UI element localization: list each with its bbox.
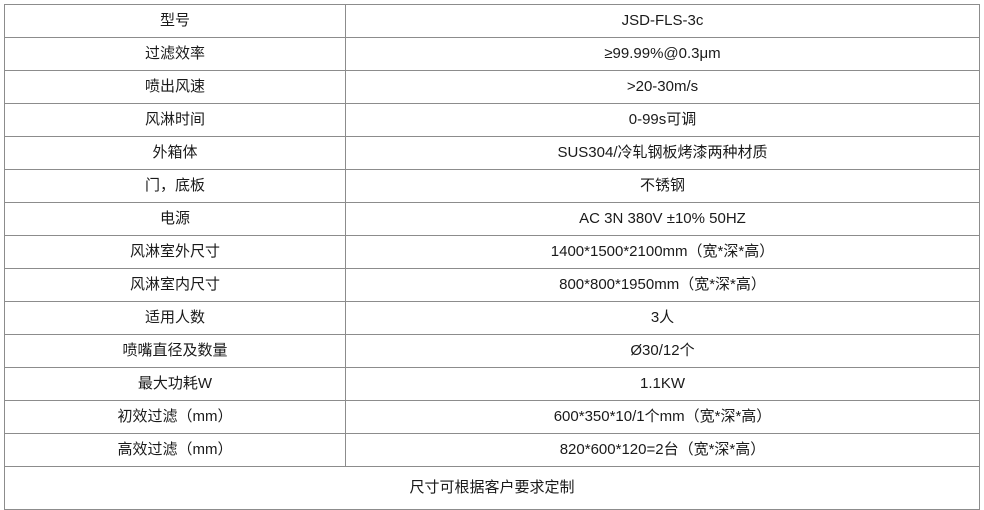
spec-label: 风淋室内尺寸 — [4, 268, 346, 302]
spec-value: 800*800*1950mm（宽*深*高） — [345, 268, 980, 302]
table-row: 外箱体 SUS304/冷轧钢板烤漆两种材质 — [4, 136, 980, 170]
table-row: 初效过滤（mm） 600*350*10/1个mm（宽*深*高） — [4, 400, 980, 434]
spec-value: 不锈钢 — [345, 169, 980, 203]
spec-label: 喷嘴直径及数量 — [4, 334, 346, 368]
spec-value: AC 3N 380V ±10% 50HZ — [345, 202, 980, 236]
spec-value: 0-99s可调 — [345, 103, 980, 137]
spec-label: 喷出风速 — [4, 70, 346, 104]
spec-value: 820*600*120=2台（宽*深*高） — [345, 433, 980, 467]
table-row: 风淋室外尺寸 1400*1500*2100mm（宽*深*高） — [4, 235, 980, 269]
table-body: 型号 JSD-FLS-3c 过滤效率 ≥99.99%@0.3μm 喷出风速 >20-30m… — [4, 4, 980, 510]
spec-label: 型号 — [4, 4, 346, 38]
table-row: 门，底板 不锈钢 — [4, 169, 980, 203]
spec-value: 1400*1500*2100mm（宽*深*高） — [345, 235, 980, 269]
spec-value: 3人 — [345, 301, 980, 335]
table-row: 过滤效率 ≥99.99%@0.3μm — [4, 37, 980, 71]
spec-value: SUS304/冷轧钢板烤漆两种材质 — [345, 136, 980, 170]
spec-label: 风淋室外尺寸 — [4, 235, 346, 269]
table-row: 风淋室内尺寸 800*800*1950mm（宽*深*高） — [4, 268, 980, 302]
table-row: 最大功耗W 1.1KW — [4, 367, 980, 401]
table-row: 风淋时间 0-99s可调 — [4, 103, 980, 137]
spec-label: 最大功耗W — [4, 367, 346, 401]
spec-label: 高效过滤（mm） — [4, 433, 346, 467]
spec-value: JSD-FLS-3c — [345, 4, 980, 38]
specification-sheet: 型号 JSD-FLS-3c 过滤效率 ≥99.99%@0.3μm 喷出风速 >20-30m… — [4, 4, 980, 510]
spec-label: 电源 — [4, 202, 346, 236]
spec-label: 适用人数 — [4, 301, 346, 335]
table-row: 电源 AC 3N 380V ±10% 50HZ — [4, 202, 980, 236]
spec-value: ≥99.99%@0.3μm — [345, 37, 980, 71]
spec-label: 门，底板 — [4, 169, 346, 203]
spec-value: >20-30m/s — [345, 70, 980, 104]
customization-note: 尺寸可根据客户要求定制 — [4, 466, 980, 510]
spec-label: 初效过滤（mm） — [4, 400, 346, 434]
table-row: 喷嘴直径及数量 Ø30/12个 — [4, 334, 980, 368]
spec-label: 外箱体 — [4, 136, 346, 170]
spec-value: Ø30/12个 — [345, 334, 980, 368]
table-row: 适用人数 3人 — [4, 301, 980, 335]
table-row: 喷出风速 >20-30m/s — [4, 70, 980, 104]
spec-label: 过滤效率 — [4, 37, 346, 71]
table-footer-row: 尺寸可根据客户要求定制 — [4, 466, 980, 510]
table-row: 型号 JSD-FLS-3c — [4, 4, 980, 38]
spec-value: 1.1KW — [345, 367, 980, 401]
table-row: 高效过滤（mm） 820*600*120=2台（宽*深*高） — [4, 433, 980, 467]
spec-value: 600*350*10/1个mm（宽*深*高） — [345, 400, 980, 434]
spec-label: 风淋时间 — [4, 103, 346, 137]
specification-table: 型号 JSD-FLS-3c 过滤效率 ≥99.99%@0.3μm 喷出风速 >20-30m… — [4, 4, 980, 510]
